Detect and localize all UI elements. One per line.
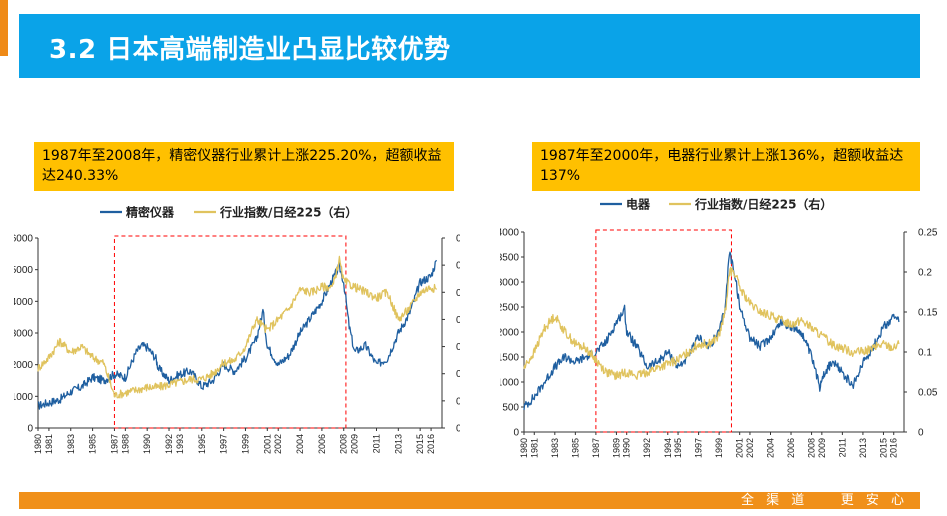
y-left-tick-label: 500 — [502, 403, 519, 414]
y-left-tick-label: 3000 — [14, 329, 33, 340]
y-right-tick-label: 0.15 — [456, 342, 460, 353]
y-right-tick-label: 0.1 — [918, 348, 932, 359]
x-tick-label: 1992 — [642, 438, 652, 458]
x-tick-label: 2009 — [817, 438, 827, 458]
legend-label: 行业指数/日经225（右） — [694, 197, 832, 212]
x-tick-label: 1995 — [673, 438, 683, 458]
x-tick-label: 2008 — [807, 438, 817, 458]
x-tick-label: 1989 — [611, 438, 621, 458]
callout-left: 1987年至2008年，精密仪器行业累计上涨225.20%，超额收益达240.3… — [34, 142, 454, 191]
y-right-tick-label: 0.35 — [456, 234, 460, 245]
x-tick-label: 2006 — [317, 434, 327, 454]
y-right-tick-label: 0.25 — [456, 288, 460, 299]
x-tick-label: 2015 — [415, 434, 425, 454]
y-right-tick-label: 0.25 — [918, 228, 938, 239]
x-tick-label: 1995 — [197, 434, 207, 454]
x-tick-label: 1981 — [529, 438, 539, 458]
y-right-tick-label: 0 — [918, 428, 924, 439]
x-tick-label: 1980 — [519, 438, 529, 458]
x-tick-label: 1999 — [714, 438, 724, 458]
x-tick-label: 2002 — [745, 438, 755, 458]
header-bar: 3.2 日本高端制造业凸显比较优势 — [19, 14, 920, 78]
series-line-relative — [37, 255, 438, 399]
x-tick-label: 2011 — [371, 434, 381, 453]
series-line-relative — [523, 266, 900, 381]
y-right-tick-label: 0.2 — [918, 268, 932, 279]
y-left-tick-label: 1000 — [14, 392, 33, 403]
x-tick-label: 1987 — [591, 438, 601, 458]
x-tick-label: 1993 — [175, 434, 185, 454]
x-tick-label: 2016 — [889, 438, 899, 458]
y-right-tick-label: 0.15 — [918, 308, 938, 319]
x-tick-label: 1981 — [44, 434, 54, 454]
callout-right: 1987年至2000年，电器行业累计上涨136%，超额收益达137% — [532, 142, 920, 191]
accent-block — [0, 0, 8, 56]
y-left-tick-label: 2500 — [500, 303, 519, 314]
x-tick-label: 2015 — [878, 438, 888, 458]
legend-label: 行业指数/日经225（右） — [219, 205, 357, 220]
highlight-box — [595, 229, 732, 433]
x-tick-label: 1994 — [663, 438, 673, 458]
y-left-tick-label: 6000 — [14, 234, 33, 245]
y-right-tick-label: 0.05 — [918, 388, 938, 399]
series-line-main — [523, 251, 900, 411]
series-line-main — [37, 259, 438, 410]
y-left-tick-label: 3000 — [500, 278, 519, 289]
legend-label: 精密仪器 — [126, 205, 175, 220]
page-title: 3.2 日本高端制造业凸显比较优势 — [49, 35, 451, 65]
legend-label: 电器 — [626, 197, 651, 212]
x-tick-label: 2001 — [262, 434, 272, 454]
x-tick-label: 1983 — [66, 434, 76, 454]
y-right-tick-label: 0.05 — [456, 396, 460, 407]
x-tick-label: 1990 — [622, 438, 632, 458]
x-tick-label: 2008 — [339, 434, 349, 454]
x-tick-label: 2013 — [858, 438, 868, 458]
y-left-tick-label: 4000 — [14, 297, 33, 308]
footer-bar: 全 渠 道 更 安 心 — [19, 492, 920, 509]
y-left-tick-label: 0 — [513, 428, 519, 439]
x-tick-label: 1985 — [88, 434, 98, 454]
x-tick-label: 1997 — [219, 434, 229, 454]
x-tick-label: 2016 — [426, 434, 436, 454]
x-tick-label: 1985 — [570, 438, 580, 458]
y-right-tick-label: 0 — [456, 424, 460, 435]
x-tick-label: 1990 — [142, 434, 152, 454]
y-right-tick-label: 0.2 — [456, 315, 460, 326]
x-tick-label: 1988 — [120, 434, 130, 454]
y-left-tick-label: 2000 — [14, 360, 33, 371]
x-tick-label: 2013 — [393, 434, 403, 454]
chart-electrical: 0 500 1000 1500 2000 2500 3000 3500 4000 0 0.05 0.1… — [500, 197, 938, 459]
y-left-tick-label: 0 — [27, 424, 33, 435]
y-left-tick-label: 1500 — [500, 353, 519, 364]
y-left-tick-label: 2000 — [500, 328, 519, 339]
x-tick-label: 1999 — [240, 434, 250, 454]
x-tick-label: 2002 — [273, 434, 283, 454]
x-tick-label: 2006 — [786, 438, 796, 458]
highlight-box — [113, 235, 347, 429]
y-right-tick-label: 0.3 — [456, 261, 460, 272]
footer-slogan: 全 渠 道 更 安 心 — [740, 493, 908, 508]
x-tick-label: 1987 — [109, 434, 119, 454]
x-tick-label: 2004 — [295, 434, 305, 454]
y-left-tick-label: 1000 — [500, 378, 519, 389]
x-tick-label: 1980 — [33, 434, 43, 454]
x-tick-label: 1997 — [694, 438, 704, 458]
y-left-tick-label: 3500 — [500, 253, 519, 264]
x-tick-label: 1992 — [164, 434, 174, 454]
x-tick-label: 2009 — [350, 434, 360, 454]
y-right-tick-label: 0.1 — [456, 369, 460, 380]
x-tick-label: 2011 — [837, 438, 847, 457]
x-tick-label: 2004 — [765, 438, 775, 458]
x-tick-label: 2001 — [735, 438, 745, 458]
y-left-tick-label: 4000 — [500, 228, 519, 239]
x-tick-label: 1983 — [550, 438, 560, 458]
